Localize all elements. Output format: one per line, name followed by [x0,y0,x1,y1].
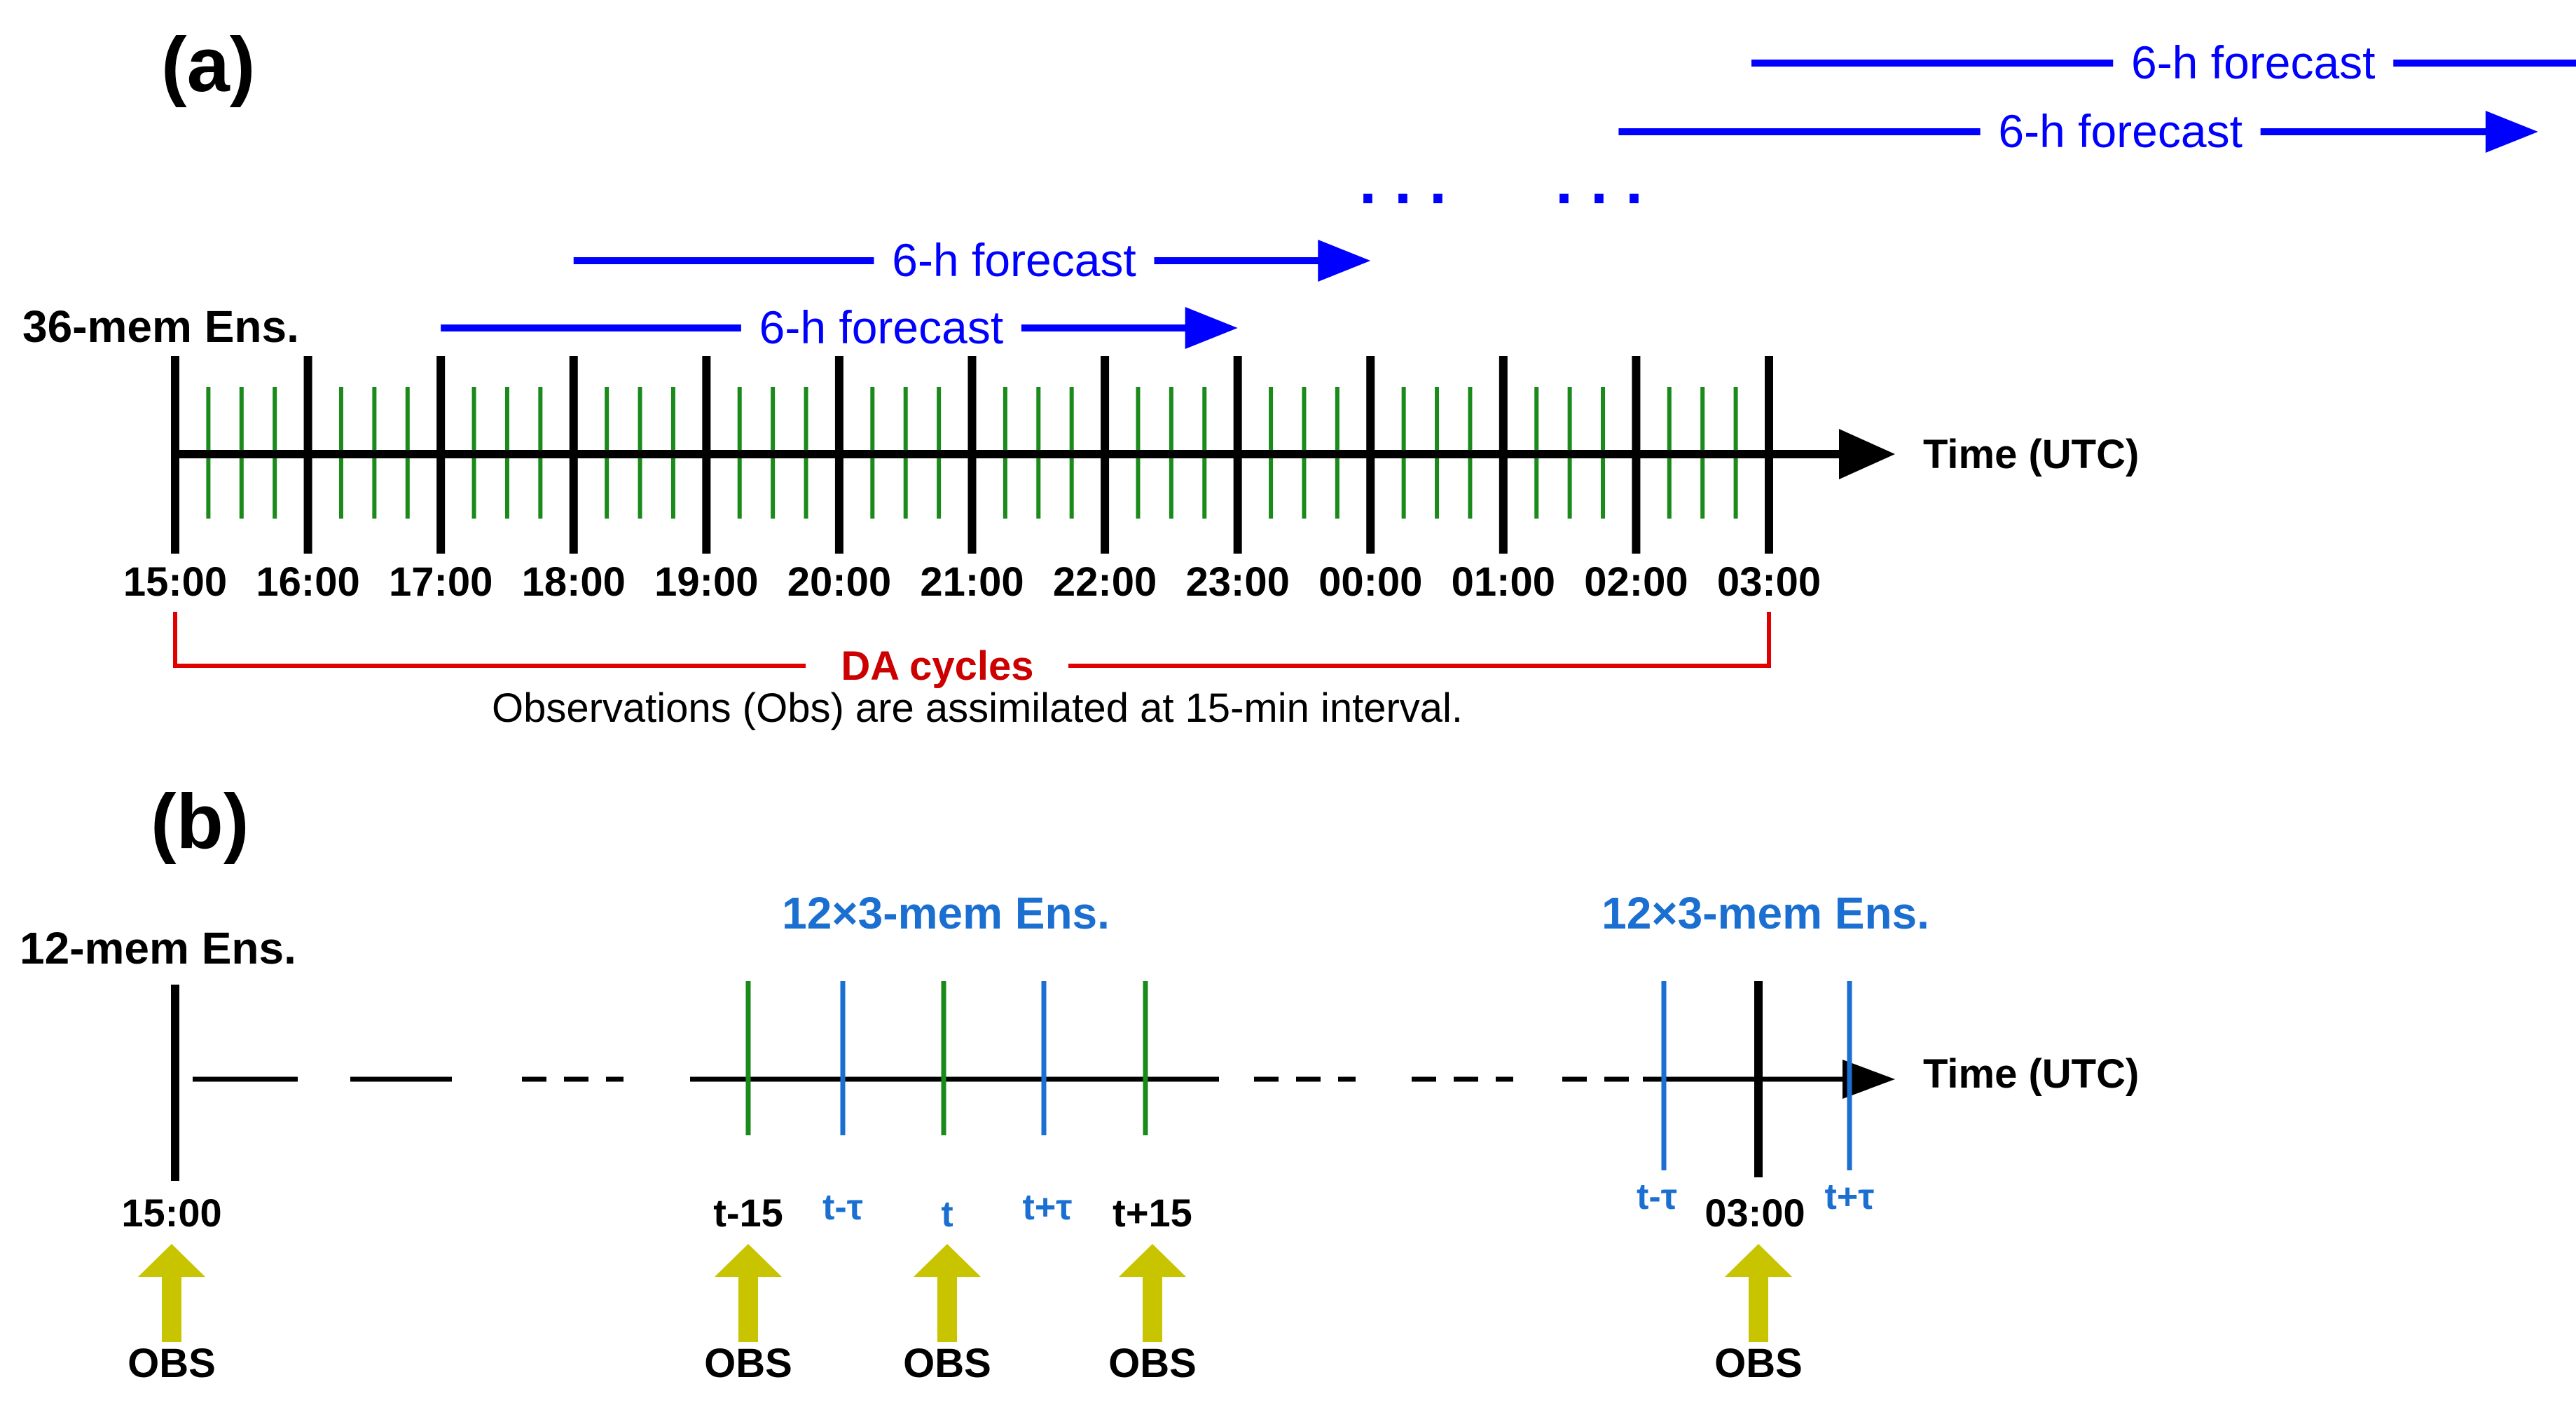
label-t: t [941,1194,953,1235]
obs-arrow-shaft [738,1275,758,1342]
obs-arrow-shaft [1749,1275,1768,1342]
label-end-t-minus-tau: t-τ [1637,1177,1677,1217]
hour-label: 22:00 [1053,559,1157,605]
sub-ensemble-label-end: 12×3-mem Ens. [1602,888,1929,938]
forecast-label: 6-h forecast [892,234,1136,286]
time-labels-a: 15:00 16:00 17:00 18:00 19:00 20:00 21:00 22:00… [123,559,1821,605]
label-t-plus-tau: t+τ [1023,1187,1073,1228]
obs-label: OBS [128,1341,216,1386]
hour-label: 15:00 [123,559,227,605]
hour-label: 19:00 [654,559,758,605]
obs-label: OBS [903,1341,991,1386]
obs-arrow-head [1725,1244,1792,1277]
panel-a-label: (a) [161,22,255,108]
label-t-plus-15: t+15 [1113,1191,1192,1235]
hour-label: 17:00 [389,559,493,605]
start-time-label-b: 15:00 [121,1191,221,1235]
time-axis-b-arrowhead [1843,1060,1895,1099]
obs-label: OBS [1108,1341,1197,1386]
hour-label: 01:00 [1452,559,1555,605]
time-axis-b-title: Time (UTC) [1923,1051,2139,1097]
label-end-t-plus-tau: t+τ [1825,1177,1875,1217]
hour-label: 23:00 [1185,559,1289,605]
hour-label: 00:00 [1318,559,1422,605]
forecast-label: 6-h forecast [1998,105,2243,157]
da-bracket-left [173,612,806,668]
obs-arrow-head [1119,1244,1186,1277]
forecast-label: 6-h forecast [759,301,1004,353]
label-end-0300: 03:00 [1704,1191,1805,1235]
observations-caption: Observations (Obs) are assimilated at 15… [492,685,1463,731]
hour-label: 03:00 [1717,559,1821,605]
panel-a: (a) 36-mem Ens. . . . . . . 6-h forecast… [22,22,2576,731]
forecast-ellipsis-left: . . . [1359,147,1447,217]
obs-arrow-shaft [1143,1275,1162,1342]
ensemble-36-label: 36-mem Ens. [22,301,299,352]
da-cycles-bracket: DA cycles [173,612,1771,689]
label-t-minus-tau: t-τ [822,1187,863,1228]
obs-arrow-head [138,1244,205,1277]
forecast-arrowhead [1318,240,1371,282]
da-cycles-label: DA cycles [841,643,1033,689]
hour-label: 02:00 [1584,559,1688,605]
forecast-ellipsis-right: . . . [1555,147,1643,217]
hour-label: 21:00 [920,559,1024,605]
label-t-minus-15: t-15 [713,1191,783,1235]
panel-b-label: (b) [151,779,249,865]
forecast-arrows: 6-h forecast 6-h forecast 6-h forecast 6-h … [441,36,2576,353]
time-axis-a-arrowhead [1839,429,1895,479]
hour-label: 18:00 [522,559,626,605]
hour-label: 16:00 [256,559,359,605]
time-axis-a-title: Time (UTC) [1923,432,2139,477]
ensemble-12-label: 12-mem Ens. [20,923,296,973]
obs-label: OBS [1714,1341,1803,1386]
obs-arrow-head [715,1244,782,1277]
sub-ensemble-label-mid: 12×3-mem Ens. [782,888,1110,938]
hour-label: 20:00 [787,559,891,605]
obs-arrows: OBS OBS OBS OBS OBS [128,1244,1803,1386]
forecast-arrowhead [1185,307,1238,349]
obs-arrow-shaft [162,1275,181,1342]
da-bracket-right [1068,612,1771,668]
obs-arrow-head [914,1244,981,1277]
forecast-arrowhead [2485,111,2538,153]
obs-label: OBS [704,1341,792,1386]
forecast-label: 6-h forecast [2131,36,2376,88]
obs-arrow-shaft [937,1275,957,1342]
panel-b: (b) 12-mem Ens. 12×3-mem Ens. 12×3-mem E… [20,779,2139,1386]
